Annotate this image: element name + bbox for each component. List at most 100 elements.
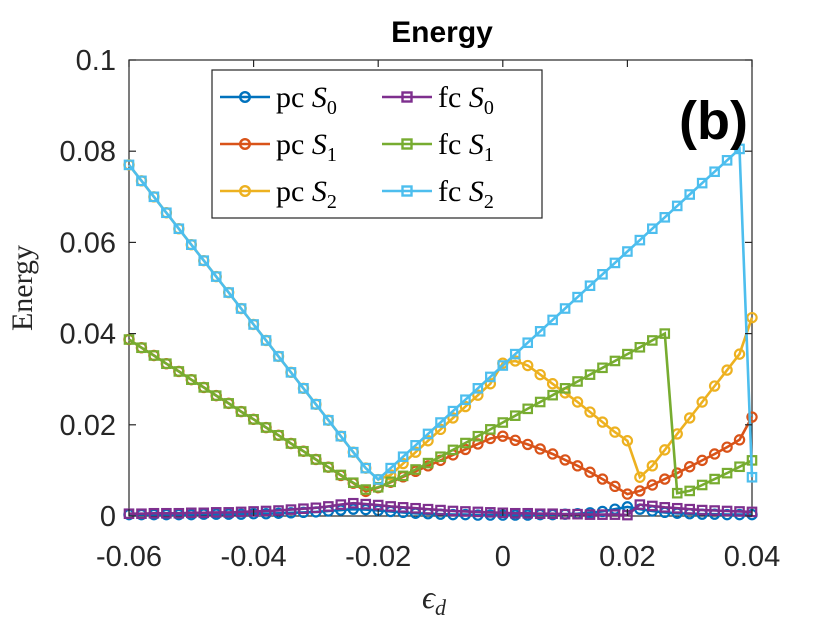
legend-label: pc S1 [276, 128, 337, 166]
data-point [460, 506, 471, 517]
data-point [534, 443, 546, 455]
data-point [422, 435, 434, 447]
data-point [534, 326, 546, 337]
data-point [472, 430, 484, 442]
data-point [223, 287, 234, 298]
data-point [434, 423, 447, 436]
data-point [323, 501, 334, 512]
data-point [485, 507, 496, 518]
data-point [485, 371, 496, 383]
data-point [323, 461, 334, 473]
legend-label: fc S2 [438, 175, 494, 213]
data-point [559, 508, 571, 520]
data-point [671, 487, 683, 499]
data-point [460, 437, 471, 449]
data-point [384, 469, 397, 481]
data-point [671, 200, 683, 212]
data-point [547, 389, 558, 401]
data-point [123, 334, 135, 345]
data-point [559, 383, 571, 394]
legend-item: fc S0 [382, 81, 494, 119]
data-point [210, 271, 222, 282]
data-point [323, 414, 334, 426]
data-point [709, 473, 720, 485]
data-point [522, 438, 534, 451]
data-point [559, 303, 571, 314]
data-point [273, 351, 284, 362]
data-point [148, 350, 160, 361]
legend-label: fc S1 [438, 128, 494, 166]
data-point [447, 405, 459, 417]
data-point [522, 507, 534, 519]
data-point [734, 461, 745, 473]
legend-label: pc S2 [276, 175, 337, 213]
x-axis-label-subscript: d [435, 595, 447, 620]
data-point [646, 479, 659, 491]
legend-label: pc S0 [276, 81, 337, 119]
y-tick-label: 0.06 [60, 227, 116, 259]
series-fc-s0 [123, 497, 758, 521]
data-point [460, 394, 471, 406]
data-point [136, 175, 147, 187]
data-point [136, 508, 147, 520]
data-point [372, 474, 384, 485]
data-point [310, 502, 322, 514]
data-point [509, 348, 521, 360]
data-point [634, 341, 646, 353]
legend: pc S0 pc S1 pc S2 fc S0 fc S1 fc S2 [211, 69, 543, 219]
data-point [546, 378, 559, 390]
data-point [248, 319, 259, 330]
data-point [148, 191, 160, 203]
data-point [397, 457, 409, 470]
data-point [746, 311, 758, 324]
data-point [534, 508, 546, 520]
data-point [696, 479, 708, 491]
data-point [534, 396, 546, 408]
data-point [509, 507, 521, 519]
data-point [721, 155, 733, 166]
data-point [223, 398, 234, 409]
y-tick-label: 0 [100, 501, 116, 533]
data-point [347, 497, 359, 509]
data-point [447, 444, 459, 456]
legend-item: pc S0 [220, 81, 337, 119]
data-point [708, 380, 721, 392]
data-point [634, 234, 646, 246]
legend-marker [401, 91, 413, 103]
data-point [472, 383, 484, 394]
x-axis-label-symbol: ϵ [422, 579, 436, 615]
data-point [734, 143, 745, 155]
data-point [746, 411, 758, 423]
data-point [734, 506, 745, 517]
data-point [186, 239, 197, 250]
data-point [571, 396, 584, 408]
data-point [223, 507, 234, 518]
data-point [721, 441, 733, 453]
data-point [622, 246, 633, 257]
data-point [647, 500, 658, 512]
data-point [161, 207, 172, 219]
data-point [684, 189, 695, 200]
data-point [647, 335, 658, 346]
x-tick-label: 0.02 [599, 541, 655, 573]
data-point [260, 422, 272, 433]
data-point [709, 166, 720, 178]
data-point [547, 508, 558, 520]
data-point [410, 464, 421, 475]
data-point [422, 457, 434, 469]
y-axis-label: Energy [6, 245, 39, 331]
series-fc-s1 [123, 328, 758, 499]
data-point [347, 477, 359, 489]
data-point [285, 438, 297, 449]
data-point [621, 435, 634, 447]
y-tick-label: 0.04 [60, 319, 116, 351]
data-point [571, 460, 584, 472]
data-point [647, 223, 658, 235]
data-point [210, 390, 222, 401]
data-point [447, 505, 459, 517]
data-point [148, 507, 160, 519]
data-point [708, 448, 721, 460]
data-point [721, 467, 733, 479]
data-point [198, 255, 210, 266]
